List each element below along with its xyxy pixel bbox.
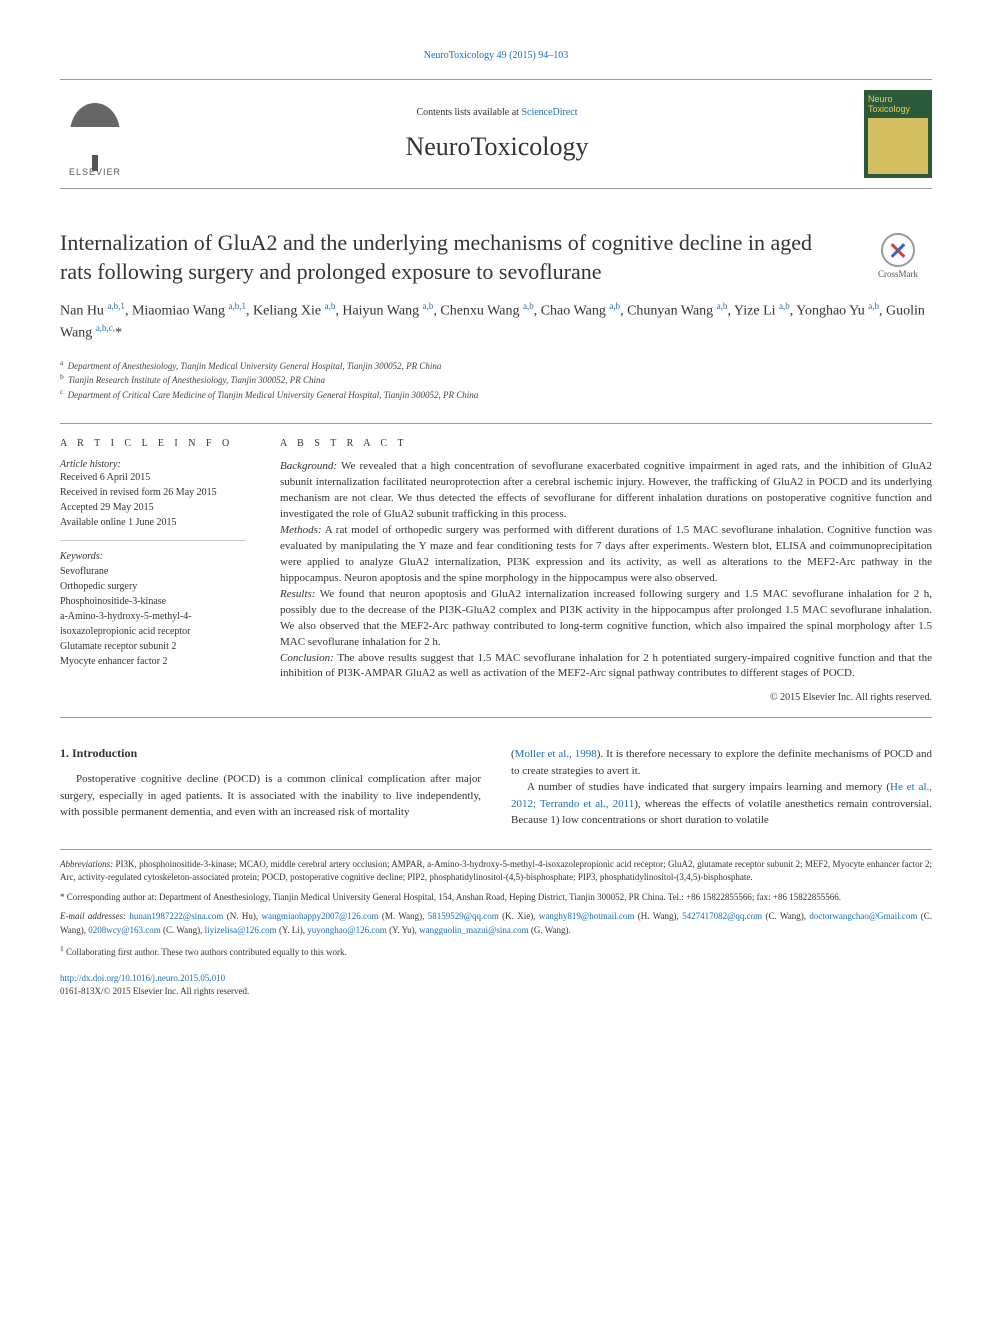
abstract-copyright: © 2015 Elsevier Inc. All rights reserved… <box>280 692 932 703</box>
issn-copyright: 0161-813X/© 2015 Elsevier Inc. All right… <box>60 986 249 996</box>
article-info-heading: A R T I C L E I N F O <box>60 438 246 449</box>
crossmark-badge[interactable]: CrossMark <box>864 233 932 279</box>
keyword-item: Sevoflurane <box>60 564 246 579</box>
intro-para-2b: A number of studies have indicated that … <box>511 779 932 829</box>
intro-heading: 1. Introduction <box>60 746 481 761</box>
publisher-tree-icon <box>70 103 120 163</box>
cover-line2: Toxicology <box>868 104 928 114</box>
footnotes: Abbreviations: PI3K, phosphoinositide-3-… <box>60 849 932 999</box>
keyword-item: a-Amino-3-hydroxy-5-methyl-4-isoxazolepr… <box>60 609 246 639</box>
history-item: Received 6 April 2015 <box>60 470 246 485</box>
history-item: Received in revised form 26 May 2015 <box>60 485 246 500</box>
email-link[interactable]: doctorwangchao@Gmail.com <box>809 911 917 921</box>
abstract-results: We found that neuron apoptosis and GluA2… <box>280 588 932 648</box>
email-link[interactable]: liyizelisa@126.com <box>205 925 277 935</box>
emails-footnote: E-mail addresses: hunan1987222@sina.com … <box>60 910 932 937</box>
affiliation-line: c Department of Critical Care Medicine o… <box>60 387 932 402</box>
doi-block: http://dx.doi.org/10.1016/j.neuro.2015.0… <box>60 972 932 999</box>
sciencedirect-link[interactable]: ScienceDirect <box>521 107 577 118</box>
abstract-text: Background: We revealed that a high conc… <box>280 459 932 682</box>
cover-line1: Neuro <box>868 94 928 104</box>
header-bar: ELSEVIER Contents lists available at Sci… <box>60 79 932 189</box>
article-info-sidebar: A R T I C L E I N F O Article history: R… <box>60 424 260 717</box>
cover-fill <box>868 118 928 174</box>
journal-name: NeuroToxicology <box>130 132 864 162</box>
email-link[interactable]: hunan1987222@sina.com <box>129 911 223 921</box>
article-title: Internalization of GluA2 and the underly… <box>60 229 844 286</box>
affiliation-line: a Department of Anesthesiology, Tianjin … <box>60 358 932 373</box>
abstract-conclusion: The above results suggest that 1.5 MAC s… <box>280 652 932 680</box>
history-item: Available online 1 June 2015 <box>60 515 246 530</box>
doi-link[interactable]: http://dx.doi.org/10.1016/j.neuro.2015.0… <box>60 973 225 983</box>
email-link[interactable]: wanghy819@hotmail.com <box>539 911 635 921</box>
abstract-methods: A rat model of orthopedic surgery was pe… <box>280 524 932 584</box>
crossmark-icon <box>881 233 915 267</box>
affiliations: a Department of Anesthesiology, Tianjin … <box>60 358 932 402</box>
abbreviations-footnote: Abbreviations: PI3K, phosphoinositide-3-… <box>60 858 932 885</box>
publisher-logo: ELSEVIER <box>60 92 130 177</box>
abstract-background: We revealed that a high concentration of… <box>280 460 932 520</box>
intro-col-right: (Moller et al., 1998). It is therefore n… <box>511 746 932 829</box>
crossmark-label: CrossMark <box>878 269 918 279</box>
keywords-label: Keywords: <box>60 551 246 562</box>
affiliation-line: b Tianjin Research Institute of Anesthes… <box>60 372 932 387</box>
intro-para-1: Postoperative cognitive decline (POCD) i… <box>60 771 481 821</box>
email-link[interactable]: wangmiaohappy2007@126.com <box>262 911 379 921</box>
abstract-heading: A B S T R A C T <box>280 438 932 449</box>
history-label: Article history: <box>60 459 246 470</box>
ref-he-terrando[interactable]: He et al., 2012; Terrando et al., 2011 <box>511 781 932 810</box>
keyword-item: Glutamate receptor subunit 2 <box>60 639 246 654</box>
intro-col-left: 1. Introduction Postoperative cognitive … <box>60 746 481 829</box>
email-link[interactable]: yuyonghao@126.com <box>307 925 387 935</box>
abstract-column: A B S T R A C T Background: We revealed … <box>260 424 932 717</box>
contents-prefix: Contents lists available at <box>416 107 521 118</box>
ref-moller[interactable]: Moller et al., 1998 <box>515 748 597 760</box>
contribution-footnote: 1 Collaborating first author. These two … <box>60 943 932 960</box>
corresponding-author-footnote: * Corresponding author at: Department of… <box>60 891 932 905</box>
keyword-item: Phosphoinositide-3-kinase <box>60 594 246 609</box>
journal-cover-thumbnail: Neuro Toxicology <box>864 90 932 178</box>
email-link[interactable]: wangguolin_mazui@sina.com <box>419 925 529 935</box>
keyword-item: Orthopedic surgery <box>60 579 246 594</box>
authors-list: Nan Hu a,b,1, Miaomiao Wang a,b,1, Kelia… <box>60 300 932 343</box>
email-link[interactable]: 58159529@qq.com <box>428 911 499 921</box>
intro-para-2a: (Moller et al., 1998). It is therefore n… <box>511 746 932 779</box>
keyword-item: Myocyte enhancer factor 2 <box>60 654 246 669</box>
email-link[interactable]: 5427417082@qq.com <box>682 911 762 921</box>
citation-line: NeuroToxicology 49 (2015) 94–103 <box>60 50 932 61</box>
email-link[interactable]: 0208wcy@163.com <box>88 925 161 935</box>
contents-available-line: Contents lists available at ScienceDirec… <box>130 107 864 118</box>
history-item: Accepted 29 May 2015 <box>60 500 246 515</box>
